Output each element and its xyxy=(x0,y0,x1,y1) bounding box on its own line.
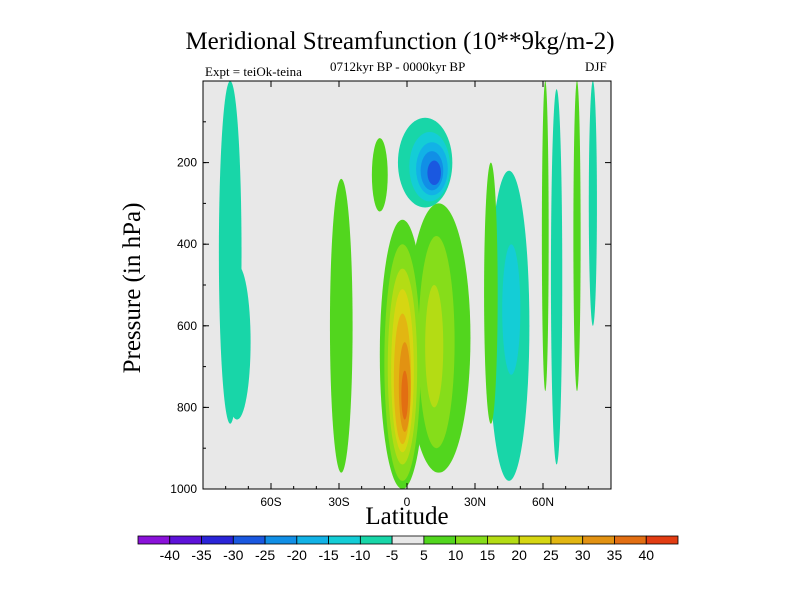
contour-northern-polar-streak xyxy=(550,89,563,465)
colorbar-swatch xyxy=(169,535,202,545)
colorbar-label: -40 xyxy=(160,547,180,563)
colorbar-swatch xyxy=(550,535,584,545)
colorbar-swatch xyxy=(232,535,266,545)
colorbar-label: 40 xyxy=(638,547,654,563)
colorbar-swatch xyxy=(645,535,679,545)
contour-southern-midlevel-band xyxy=(371,138,388,212)
colorbar-swatch xyxy=(487,535,520,545)
contour-upper-negative-cell xyxy=(427,160,442,186)
colorbar-swatch xyxy=(201,535,234,545)
colorbar-label: -15 xyxy=(318,547,338,563)
colorbar-label: 5 xyxy=(420,547,428,563)
colorbar-label: -5 xyxy=(386,547,399,563)
y-tick-label: 400 xyxy=(177,237,197,251)
x-tick-label: 30S xyxy=(328,495,349,509)
colorbar-swatch xyxy=(391,535,425,545)
x-axis-label: Latitude xyxy=(365,503,449,530)
colorbar-swatch xyxy=(582,535,615,545)
x-tick-label: 0 xyxy=(404,495,411,509)
contour-northern-polar-streak xyxy=(588,81,597,326)
colorbar-label: -35 xyxy=(191,547,211,563)
period-label: 0712kyr BP - 0000kyr BP xyxy=(330,59,466,74)
colorbar-swatch xyxy=(423,535,457,545)
colorbar-swatch xyxy=(359,535,393,545)
contour-fills xyxy=(218,81,597,489)
y-tick-label: 800 xyxy=(177,400,197,414)
colorbar-swatch xyxy=(264,535,298,545)
colorbar: -40 -35 -30 -25 -20 -15 -10 -5 5 10 15 20 25 30 35 40 xyxy=(137,535,679,563)
contour-northern-positive-cell xyxy=(425,285,444,408)
colorbar-label: 25 xyxy=(543,547,559,563)
colorbar-label: 30 xyxy=(575,547,591,563)
colorbar-label: -10 xyxy=(350,547,370,563)
contour-northern-positive-band xyxy=(484,162,498,424)
colorbar-swatch xyxy=(518,535,552,545)
colorbar-label: -20 xyxy=(287,547,307,563)
x-tick-label: 60N xyxy=(532,495,554,509)
colorbar-swatch xyxy=(296,535,329,545)
season-label: DJF xyxy=(585,59,607,74)
colorbar-label: 15 xyxy=(480,547,496,563)
colorbar-label: -30 xyxy=(223,547,243,563)
contour-northern-polar-streak xyxy=(541,81,549,392)
y-tick-label: 200 xyxy=(177,156,197,170)
colorbar-swatch xyxy=(455,535,488,545)
colorbar-label: -25 xyxy=(255,547,275,563)
contour-equatorial-positive-cell xyxy=(401,370,409,420)
contour-northern-negative-cell xyxy=(502,244,521,375)
colorbar-label: 35 xyxy=(607,547,623,563)
colorbar-label: 20 xyxy=(511,547,527,563)
contour-southern-subtropical-band xyxy=(329,178,353,473)
colorbar-swatch xyxy=(137,535,171,545)
axes: 60S 30S 0 30N 60N 200 400 600 800 1000 xyxy=(170,81,612,509)
title: Meridional Streamfunction (10**9kg/m-2) xyxy=(185,28,615,55)
y-tick-label: 1000 xyxy=(170,482,197,496)
contour-southern-polar-cell-lower xyxy=(223,264,251,420)
experiment-label: Expt = teiOk-teina xyxy=(205,64,302,79)
colorbar-swatch xyxy=(328,535,361,545)
x-tick-label: 60S xyxy=(260,495,281,509)
y-tick-label: 600 xyxy=(177,319,197,333)
contour-northern-polar-streak xyxy=(573,81,581,392)
colorbar-label: 10 xyxy=(448,547,464,563)
x-tick-label: 30N xyxy=(464,495,486,509)
colorbar-swatch xyxy=(614,535,647,545)
